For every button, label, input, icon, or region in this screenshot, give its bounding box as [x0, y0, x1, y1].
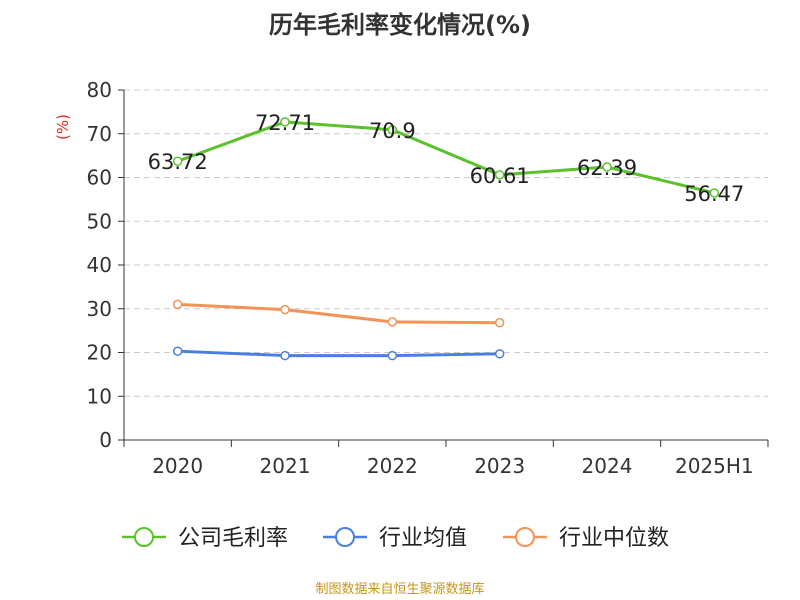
legend: 公司毛利率 行业均值 行业中位数: [122, 526, 669, 551]
data-point: [494, 170, 505, 180]
y-tick-label: 80: [87, 78, 112, 102]
data-point: [494, 318, 505, 328]
x-tick-label: 2022: [367, 454, 418, 478]
source-footer: 制图数据来自恒生聚源数据库: [315, 582, 485, 597]
data-point: [280, 304, 290, 315]
legend-label: 公司毛利率: [178, 526, 288, 551]
y-tick-label: 70: [87, 122, 112, 146]
data-label: 72.71: [255, 111, 315, 135]
data-point: [387, 317, 398, 327]
x-tick-label: 2020: [152, 454, 203, 478]
data-point: [387, 125, 398, 135]
axes: 0 10 20 30 40 50 60 70 80 2020 2021 2022 2023 2024 202…: [87, 78, 769, 478]
data-label: 70.9: [369, 119, 416, 143]
y-axis-label: (%): [54, 114, 72, 140]
legend-label: 行业均值: [379, 526, 467, 551]
data-label: 60.61: [470, 164, 530, 188]
data-label: 63.72: [148, 150, 208, 174]
x-tick-label: 2023: [474, 454, 525, 478]
y-tick-label: 30: [87, 297, 112, 321]
y-tick-label: 10: [87, 384, 112, 408]
data-point: [602, 162, 612, 172]
y-tick-label: 40: [87, 253, 112, 277]
data-point: [172, 156, 183, 166]
series-line: [177, 120, 715, 195]
data-labels: 63.72 72.71 70.9 60.61 62.39 56.47: [148, 111, 745, 206]
x-tick-label: 2025H1: [675, 454, 754, 478]
legend-label: 行业中位数: [559, 526, 669, 551]
y-tick-label: 50: [87, 209, 112, 233]
x-tick-label: 2021: [260, 454, 311, 478]
data-point: [709, 188, 720, 198]
data-label: 62.39: [577, 156, 637, 180]
data-label: 56.47: [684, 182, 744, 206]
data-point: [280, 350, 290, 361]
y-tick-label: 0: [99, 428, 112, 452]
series: [172, 117, 720, 361]
data-point: [172, 346, 183, 356]
legend-marker: [134, 527, 154, 547]
series-line: [177, 349, 500, 358]
data-point: [494, 349, 505, 359]
legend-marker: [335, 527, 355, 547]
legend-marker: [515, 527, 535, 547]
data-point: [387, 350, 398, 361]
chart-title: 历年毛利率变化情况(%): [269, 11, 531, 39]
series-line: [177, 302, 500, 325]
grid: [124, 89, 768, 397]
x-tick-label: 2024: [582, 454, 633, 478]
y-tick-label: 20: [87, 341, 112, 365]
data-point: [172, 299, 183, 310]
y-tick-label: 60: [87, 166, 112, 190]
data-point: [280, 117, 290, 127]
